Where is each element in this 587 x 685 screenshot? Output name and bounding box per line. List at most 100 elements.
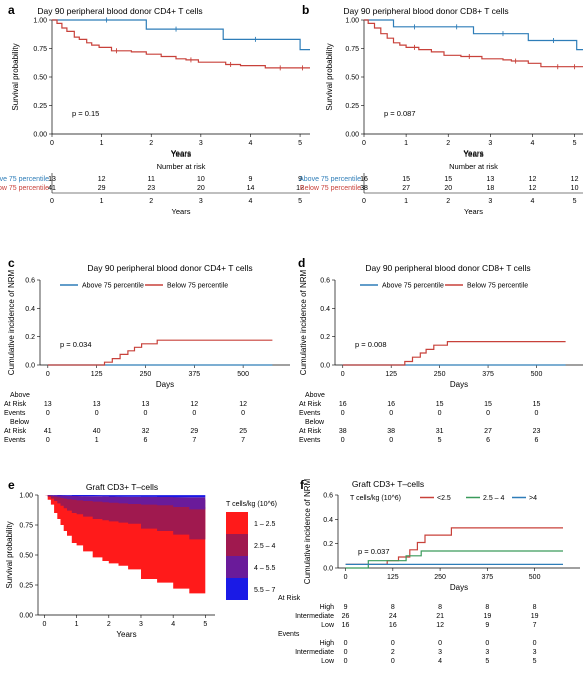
risk-value: 31 <box>436 428 444 435</box>
y-axis-label: Survival probability <box>11 43 20 110</box>
x-axis-label-repeat: Years <box>463 150 483 159</box>
x-tick-label: 250 <box>140 371 152 378</box>
legend-item: Above 75 percentile <box>82 283 144 290</box>
risk-value: 10 <box>571 185 579 192</box>
y-tick-label: 0.25 <box>33 103 47 110</box>
risk-value: 23 <box>533 428 541 435</box>
risk-row-label: Events <box>4 410 26 417</box>
x-tick-label: 4 <box>171 621 175 628</box>
risk-value: 12 <box>98 176 106 183</box>
y-tick-label: 0.0 <box>323 566 333 573</box>
risk-value: 12 <box>190 401 198 408</box>
risk-value: 6 <box>144 437 148 444</box>
x-tick-label: 0 <box>46 371 50 378</box>
risk-value: 13 <box>48 176 56 183</box>
risk-value: 0 <box>391 658 395 665</box>
risk-group-label: Below <box>10 419 30 426</box>
risk-row-label: Below 75 percentile <box>300 185 361 192</box>
risk-value: 9 <box>485 622 489 629</box>
y-tick-label: 0.00 <box>19 613 33 620</box>
risk-value: 0 <box>341 437 345 444</box>
risk-value: 26 <box>342 613 350 620</box>
panel-label: d <box>298 256 305 270</box>
risk-row-label: Events <box>4 437 26 444</box>
risk-value: 7 <box>241 437 245 444</box>
risk-value: 3 <box>485 649 489 656</box>
risk-value: 6 <box>535 437 539 444</box>
risk-value: 41 <box>48 185 56 192</box>
risk-value: 40 <box>93 428 101 435</box>
x-axis-label: Days <box>450 583 468 592</box>
risk-title: Number at risk <box>157 162 206 171</box>
y-tick-label: 0.6 <box>320 278 330 285</box>
risk-value: 0 <box>95 410 99 417</box>
risk-value: 27 <box>402 185 410 192</box>
panel-label: a <box>8 3 15 17</box>
legend-swatch <box>226 578 248 600</box>
risk-value: 16 <box>339 401 347 408</box>
y-tick-label: 0.4 <box>323 517 333 524</box>
y-tick-label: 0.6 <box>25 278 35 285</box>
risk-value: 12 <box>571 176 579 183</box>
series-line <box>47 339 273 366</box>
y-axis-label: Cumulative incidence of NRM <box>299 269 308 375</box>
risk-value: 7 <box>533 622 537 629</box>
risk-x-tick: 2 <box>149 198 153 205</box>
legend-swatch <box>226 512 248 534</box>
risk-value: 19 <box>483 613 491 620</box>
x-tick-label: 4 <box>249 140 253 147</box>
risk-row-label: At Risk <box>299 401 322 408</box>
x-axis-label: Days <box>156 380 174 389</box>
y-tick-label: 0.2 <box>320 334 330 341</box>
x-tick-label: 5 <box>298 140 302 147</box>
risk-value: 23 <box>147 185 155 192</box>
y-tick-label: 0.50 <box>345 75 359 82</box>
x-tick-label: 5 <box>203 621 207 628</box>
x-axis-label: Years <box>463 149 483 158</box>
y-tick-label: 1.00 <box>345 18 359 25</box>
risk-value: 11 <box>148 176 155 183</box>
risk-x-tick: 5 <box>573 198 577 205</box>
risk-x-tick: 3 <box>199 198 203 205</box>
risk-value: 13 <box>142 401 150 408</box>
risk-value: 16 <box>342 622 350 629</box>
risk-value: 8 <box>438 604 442 611</box>
x-tick-label: 125 <box>91 371 103 378</box>
risk-row-label: At Risk <box>4 401 27 408</box>
area-band <box>44 495 206 499</box>
chart-title: Day 90 peripheral blood donor CD8+ T cel… <box>343 6 508 16</box>
risk-value: 9 <box>249 176 253 183</box>
x-tick-label: 1 <box>75 621 79 628</box>
risk-value: 0 <box>438 640 442 647</box>
risk-value: 8 <box>391 604 395 611</box>
risk-value: 1 <box>95 437 99 444</box>
x-tick-label: 0 <box>50 140 54 147</box>
risk-x-label: Years <box>464 207 483 216</box>
risk-value: 0 <box>389 437 393 444</box>
x-tick-label: 3 <box>488 140 492 147</box>
x-tick-label: 1 <box>404 140 408 147</box>
risk-x-tick: 1 <box>404 198 408 205</box>
x-tick-label: 500 <box>531 371 543 378</box>
x-tick-label: 0 <box>344 574 348 581</box>
risk-value: 0 <box>46 437 50 444</box>
p-value: p = 0.087 <box>384 109 416 118</box>
chart-title: Day 90 peripheral blood donor CD8+ T cel… <box>365 263 530 273</box>
panel-c: c Day 90 peripheral blood donor CD4+ T ce… <box>4 256 290 444</box>
panel-d: d Day 90 peripheral blood donor CD8+ T ce… <box>298 256 583 444</box>
y-axis-label: Survival probability <box>5 521 14 588</box>
p-value: p = 0.034 <box>60 340 92 349</box>
x-tick-label: 2 <box>446 140 450 147</box>
chart-title: Day 90 peripheral blood donor CD4+ T cel… <box>87 263 252 273</box>
risk-value: 0 <box>533 640 537 647</box>
legend-swatch <box>226 556 248 578</box>
area-band <box>44 495 206 517</box>
risk-value: 15 <box>436 401 444 408</box>
y-tick-label: 0.00 <box>33 132 47 139</box>
risk-x-tick: 2 <box>446 198 450 205</box>
y-tick-label: 0.75 <box>19 523 33 530</box>
risk-value: 12 <box>529 176 537 183</box>
risk-value: 5 <box>438 437 442 444</box>
risk-value: 0 <box>144 410 148 417</box>
